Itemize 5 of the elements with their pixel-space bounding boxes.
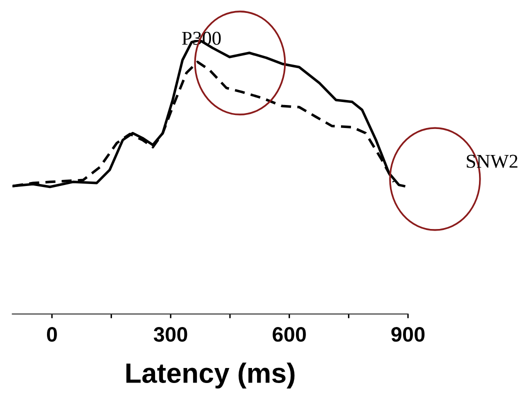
x-tick-label: 600	[272, 327, 306, 342]
x-tick-label: 300	[154, 327, 188, 342]
x-axis-title: Latency (ms)	[126, 362, 294, 388]
x-tick-label: 900	[391, 327, 425, 342]
x-tick-label: 0	[46, 327, 57, 342]
